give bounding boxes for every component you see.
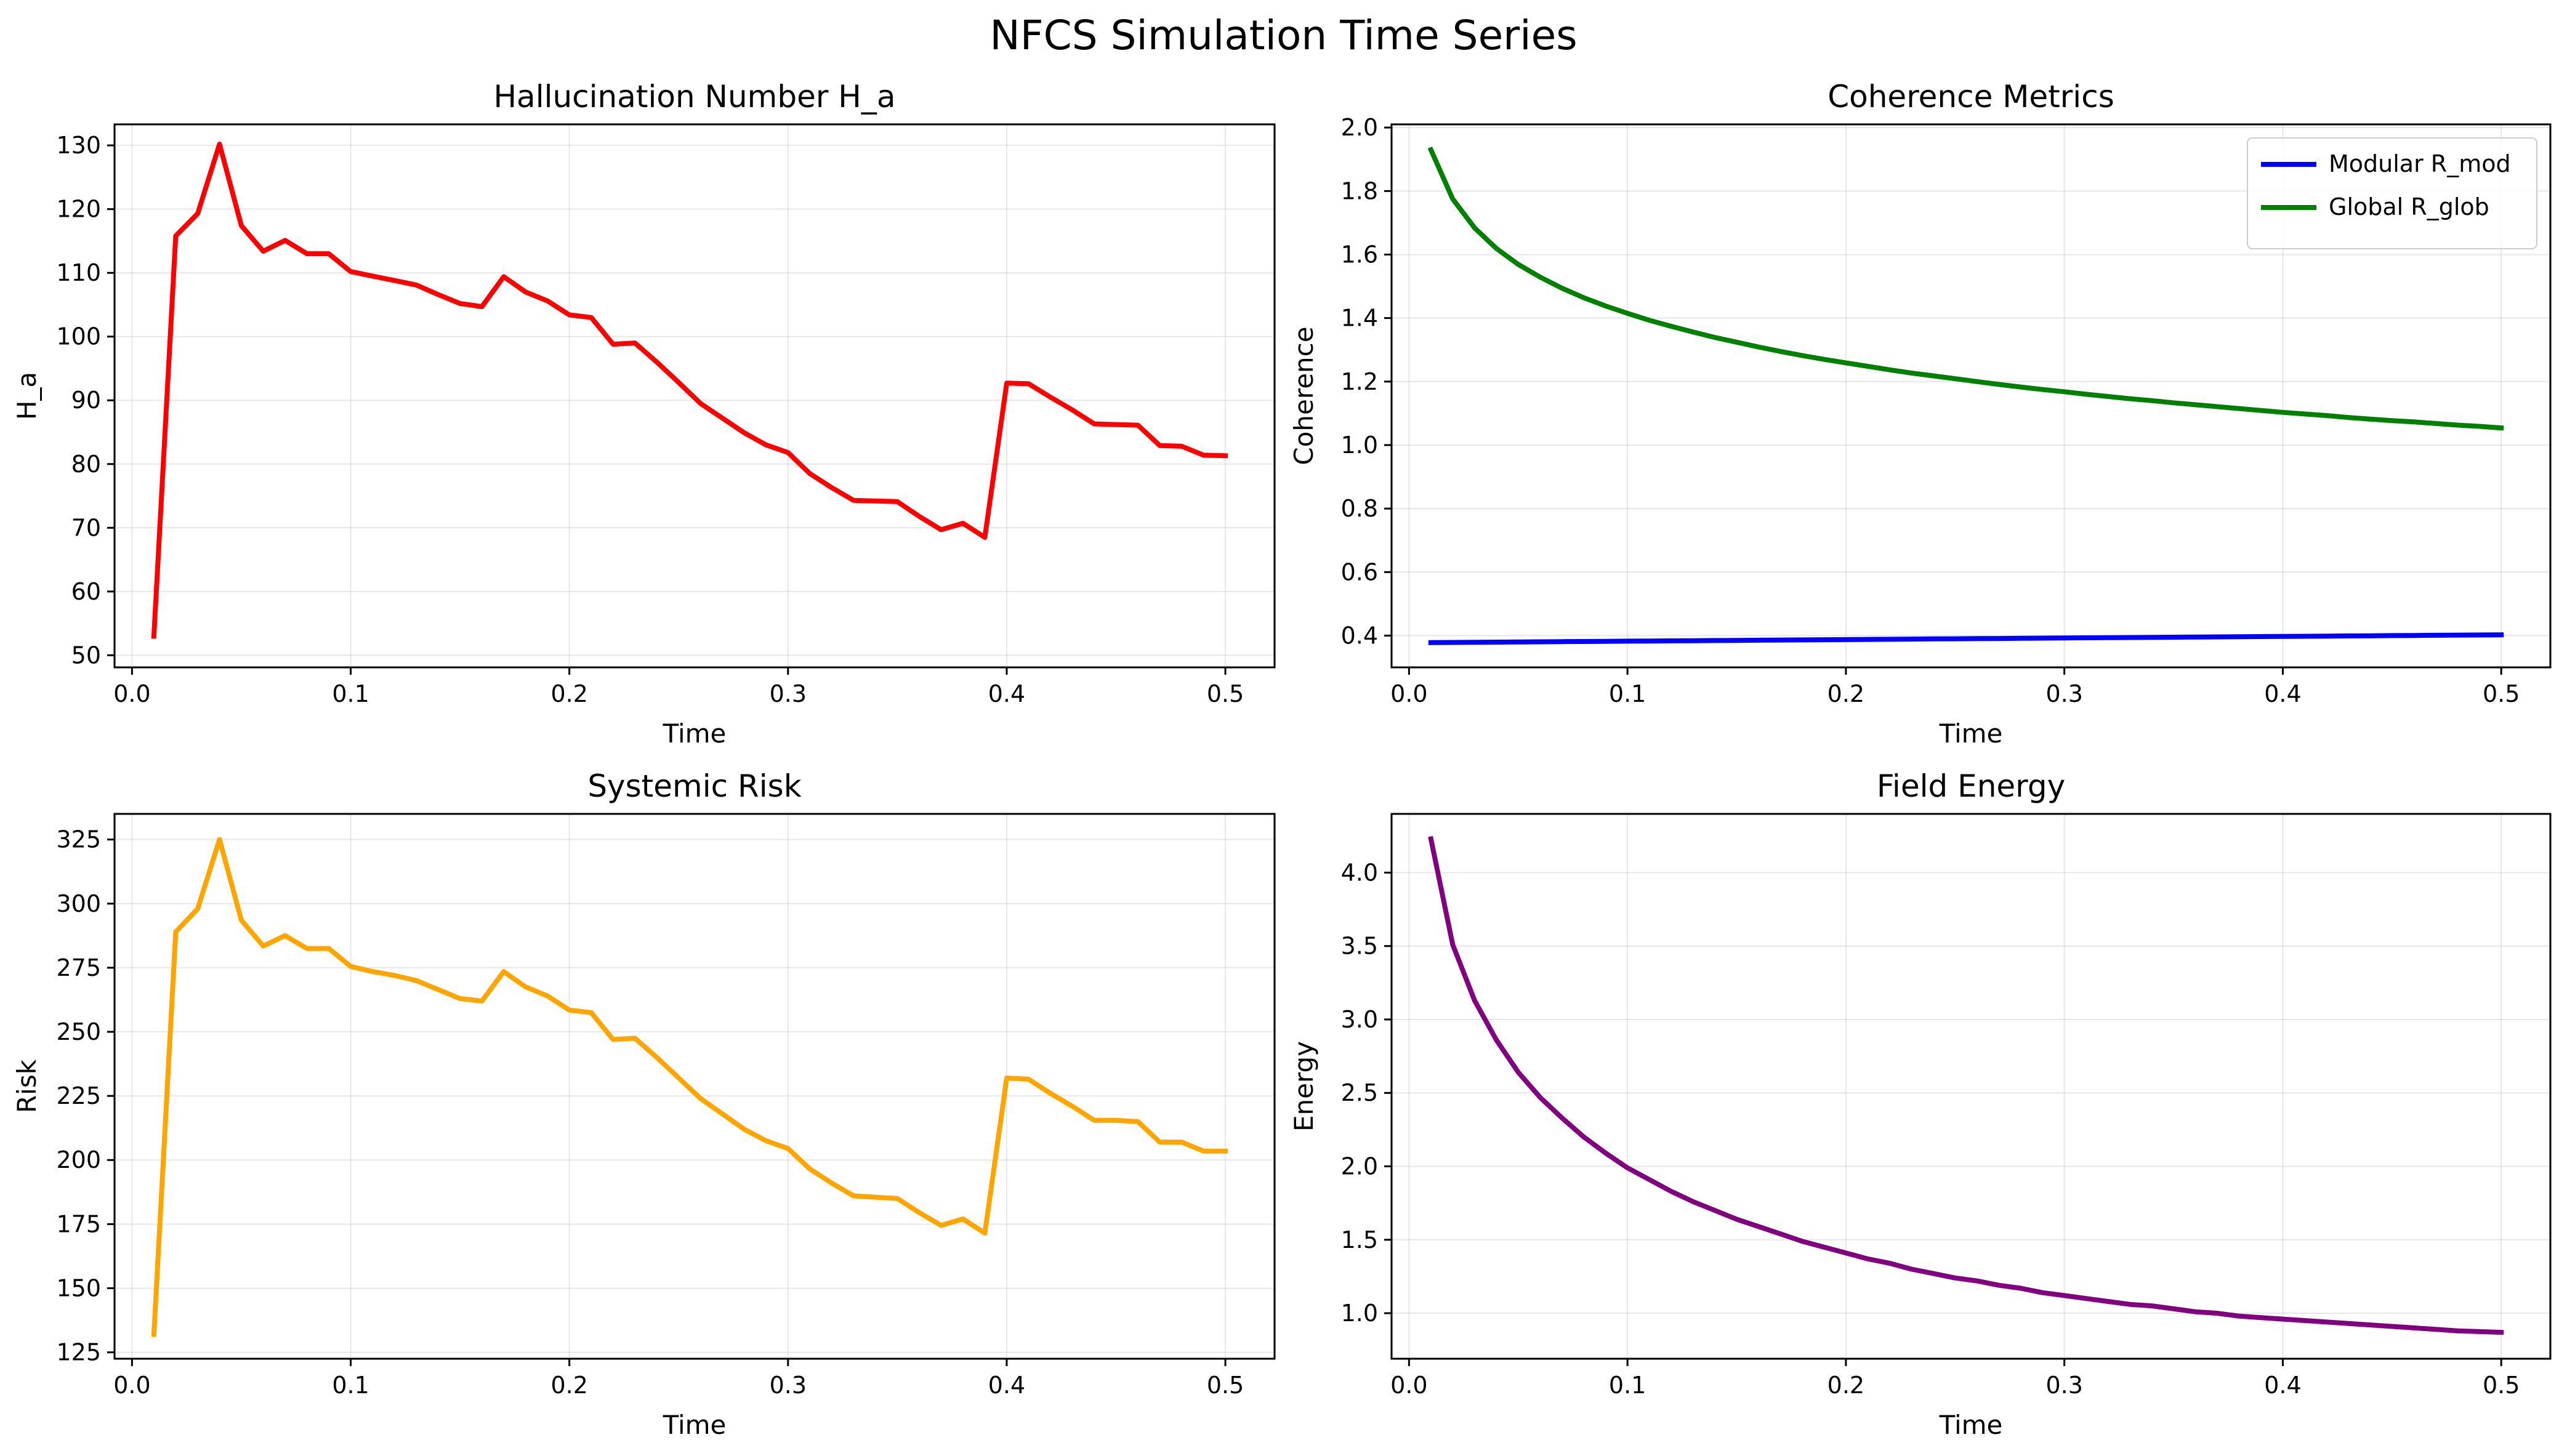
x-tick-label: 0.1 bbox=[1609, 1372, 1646, 1399]
plot-frame bbox=[113, 813, 1276, 1360]
series-line-1 bbox=[151, 142, 1228, 639]
y-tick-label: 80 bbox=[71, 451, 101, 478]
x-tick-label: 0.2 bbox=[1828, 1372, 1864, 1399]
x-tick-label: 0.3 bbox=[770, 1372, 807, 1399]
y-tick-label: 120 bbox=[56, 196, 101, 223]
y-tick-label: 3.5 bbox=[1341, 933, 1378, 960]
y-tick-label: 0.4 bbox=[1341, 622, 1378, 649]
series-line-1 bbox=[1428, 835, 2504, 1335]
figure-title: NFCS Simulation Time Series bbox=[989, 12, 1577, 59]
legend-entry: Modular R_mod bbox=[2329, 150, 2511, 177]
y-tick-label: 4.0 bbox=[1341, 859, 1378, 886]
y-tick-label: 1.8 bbox=[1341, 177, 1378, 204]
y-tick-label: 110 bbox=[56, 259, 101, 286]
plot-frame bbox=[113, 123, 1276, 669]
y-tick-label: 300 bbox=[56, 890, 101, 917]
y-tick-label: 0.8 bbox=[1341, 495, 1378, 522]
x-tick-label: 0.4 bbox=[2264, 1372, 2301, 1399]
x-tick-label: 0.5 bbox=[1207, 1372, 1244, 1399]
y-tick-label: 0.6 bbox=[1341, 558, 1378, 585]
x-tick-label: 0.3 bbox=[770, 680, 807, 707]
y-tick-label: 275 bbox=[56, 954, 101, 981]
x-tick-label: 0.0 bbox=[113, 680, 150, 707]
y-axis-label: Energy bbox=[1289, 1041, 1319, 1132]
y-tick-label: 2.0 bbox=[1341, 114, 1378, 141]
y-tick-label: 90 bbox=[71, 387, 101, 414]
chart-title: Field Energy bbox=[1877, 768, 2065, 804]
x-tick-label: 0.2 bbox=[550, 680, 587, 707]
y-tick-label: 70 bbox=[71, 514, 101, 541]
x-tick-label: 0.4 bbox=[2264, 680, 2301, 707]
x-tick-label: 0.5 bbox=[2483, 680, 2520, 707]
x-tick-label: 0.4 bbox=[988, 1372, 1025, 1399]
x-tick-label: 0.4 bbox=[988, 680, 1025, 707]
y-tick-label: 100 bbox=[56, 323, 101, 350]
chart-panel-2: 0.0 0.1 0.2 0.3 0.4 0.5 0.4 0.6 0.8 1.0 1.2 1.4 1.6 1… bbox=[1289, 79, 2552, 749]
x-tick-label: 0.5 bbox=[1207, 680, 1244, 707]
x-tick-label: 0.1 bbox=[1609, 680, 1646, 707]
x-tick-label: 0.2 bbox=[1828, 680, 1864, 707]
y-tick-label: 2.5 bbox=[1341, 1079, 1378, 1106]
series-line-1 bbox=[151, 837, 1228, 1337]
y-tick-label: 125 bbox=[56, 1339, 101, 1366]
x-tick-label: 0.2 bbox=[550, 1372, 587, 1399]
y-tick-label: 2.0 bbox=[1341, 1153, 1378, 1180]
y-tick-label: 1.2 bbox=[1341, 368, 1378, 395]
x-tick-label: 0.1 bbox=[332, 680, 369, 707]
y-tick-label: 1.4 bbox=[1341, 305, 1378, 332]
x-tick-label: 0.3 bbox=[2045, 680, 2082, 707]
y-tick-label: 50 bbox=[71, 642, 101, 669]
y-tick-label: 250 bbox=[56, 1018, 101, 1045]
y-tick-label: 1.6 bbox=[1341, 241, 1378, 268]
y-tick-label: 3.0 bbox=[1341, 1006, 1378, 1033]
y-axis-label: H_a bbox=[12, 372, 42, 420]
legend-box bbox=[2247, 137, 2537, 249]
x-tick-label: 0.3 bbox=[2045, 1372, 2082, 1399]
chart-panel-1: 0.0 0.1 0.2 0.3 0.4 0.5 50 60 70 80 90 100 110 120 130… bbox=[12, 79, 1276, 749]
plot-frame bbox=[1390, 813, 2552, 1360]
x-axis-label: Time bbox=[1939, 1410, 2003, 1440]
plot-frame bbox=[1390, 123, 2552, 669]
y-tick-label: 225 bbox=[56, 1082, 101, 1109]
series-line-1 bbox=[1428, 632, 2504, 645]
chart-panel-3: 0.0 0.1 0.2 0.3 0.4 0.5 125 150 175 200 225 250 275 3… bbox=[12, 768, 1276, 1440]
x-tick-label: 0.0 bbox=[1390, 1372, 1427, 1399]
y-tick-label: 60 bbox=[71, 578, 101, 605]
x-axis-label: Time bbox=[663, 1410, 727, 1440]
x-tick-label: 0.1 bbox=[332, 1372, 369, 1399]
y-tick-label: 200 bbox=[56, 1146, 101, 1173]
y-tick-label: 1.0 bbox=[1341, 432, 1378, 459]
legend-entry: Global R_glob bbox=[2329, 193, 2489, 220]
chart-panel-4: 0.0 0.1 0.2 0.3 0.4 0.5 1.0 1.5 2.0 2.5 3.0 3.5 4.0 F… bbox=[1289, 768, 2552, 1440]
x-axis-label: Time bbox=[663, 718, 727, 749]
y-axis-label: Coherence bbox=[1289, 326, 1319, 465]
y-tick-label: 150 bbox=[56, 1274, 101, 1301]
x-tick-label: 0.5 bbox=[2483, 1372, 2520, 1399]
y-tick-label: 1.5 bbox=[1341, 1226, 1378, 1253]
x-tick-label: 0.0 bbox=[1390, 680, 1427, 707]
y-tick-label: 175 bbox=[56, 1210, 101, 1237]
legend: Modular R_mod Global R_glob bbox=[2247, 137, 2537, 249]
y-tick-label: 1.0 bbox=[1341, 1300, 1378, 1327]
chart-title: Hallucination Number H_a bbox=[493, 79, 895, 115]
chart-title: Coherence Metrics bbox=[1828, 79, 2114, 115]
chart-title: Systemic Risk bbox=[587, 768, 801, 804]
y-axis-label: Risk bbox=[12, 1059, 42, 1113]
x-axis-label: Time bbox=[1939, 718, 2003, 749]
series-line-2 bbox=[1427, 147, 2504, 431]
y-tick-label: 130 bbox=[56, 132, 101, 159]
y-tick-label: 325 bbox=[56, 826, 101, 853]
x-tick-label: 0.0 bbox=[113, 1372, 150, 1399]
